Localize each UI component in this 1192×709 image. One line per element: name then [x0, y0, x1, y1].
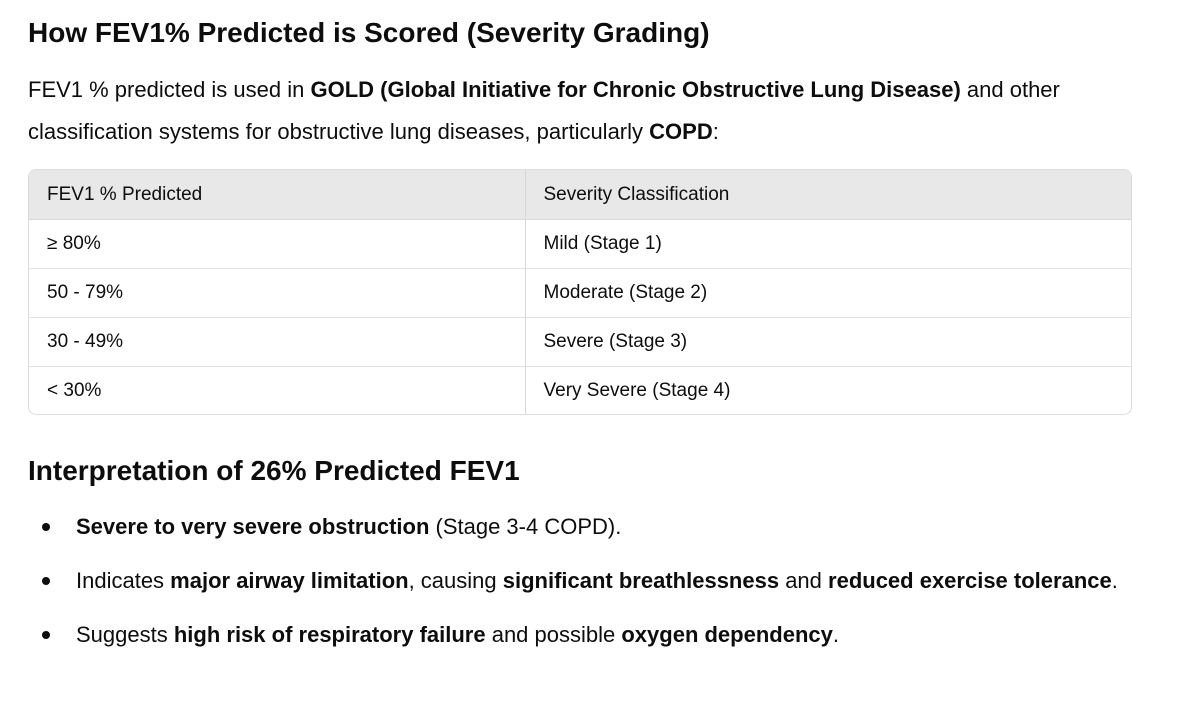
bullet-bold: reduced exercise tolerance	[828, 568, 1112, 593]
table-cell-severity: Moderate (Stage 2)	[524, 268, 1131, 318]
table-header-row: FEV1 % Predicted Severity Classification	[29, 170, 1131, 220]
bullet-bold: major airway limitation	[170, 568, 409, 593]
list-item: Suggests high risk of respiratory failur…	[28, 614, 1132, 656]
intro-paragraph: FEV1 % predicted is used in GOLD (Global…	[28, 69, 1132, 153]
bullet-bold: significant breathlessness	[502, 568, 780, 593]
intro-bold-gold: GOLD (Global Initiative for Chronic Obst…	[310, 77, 961, 102]
section-heading-interpretation: Interpretation of 26% Predicted FEV1	[28, 455, 520, 486]
table-cell-fev1: ≥ 80%	[47, 233, 101, 254]
table-cell-severity: Very Severe (Stage 4)	[524, 366, 1131, 414]
table-row: 30 - 49% Severe (Stage 3)	[29, 317, 1131, 367]
table-cell-severity: Mild (Stage 1)	[524, 219, 1131, 269]
bullet-text: , causing	[408, 568, 503, 593]
severity-table: FEV1 % Predicted Severity Classification…	[28, 169, 1132, 415]
bullet-dot-icon	[42, 577, 50, 585]
bullet-dot-icon	[42, 523, 50, 531]
table-cell-severity: Severe (Stage 3)	[524, 317, 1131, 367]
bullet-text: and	[779, 568, 829, 593]
section-heading-scoring: How FEV1% Predicted is Scored (Severity …	[28, 17, 710, 48]
bullet-text: Suggests	[76, 622, 174, 647]
bullet-text: Indicates	[76, 568, 171, 593]
bullet-text: and possible	[485, 622, 622, 647]
intro-bold-copd: COPD	[649, 119, 713, 144]
interpretation-list: Severe to very severe obstruction (Stage…	[28, 506, 1132, 668]
table-row: < 30% Very Severe (Stage 4)	[29, 366, 1131, 414]
intro-text-2: and other classification systems for obs…	[28, 77, 1060, 144]
table-cell-fev1: < 30%	[29, 366, 525, 414]
list-item: Severe to very severe obstruction (Stage…	[28, 506, 1132, 548]
intro-text-3: :	[712, 119, 719, 144]
table-header-fev1: FEV1 % Predicted	[29, 170, 525, 220]
bullet-bold: oxygen dependency	[621, 622, 833, 647]
bullet-text: .	[1111, 568, 1118, 593]
table-header-severity: Severity Classification	[524, 170, 1131, 220]
list-item: Indicates major airway limitation, causi…	[28, 560, 1132, 602]
table-cell-fev1: 50 - 79%	[29, 268, 525, 318]
bullet-dot-icon	[42, 631, 50, 639]
table-row: ≥ 80% Mild (Stage 1)	[29, 219, 1131, 269]
bullet-text: (Stage 3-4 COPD).	[429, 514, 622, 539]
table-row: 50 - 79% Moderate (Stage 2)	[29, 268, 1131, 318]
bullet-bold: Severe to very severe obstruction	[76, 514, 430, 539]
bullet-bold: high risk of respiratory failure	[173, 622, 486, 647]
table-cell-fev1: 30 - 49%	[29, 317, 525, 367]
bullet-text: .	[832, 622, 839, 647]
intro-text-1: FEV1 % predicted is used in	[28, 77, 311, 102]
